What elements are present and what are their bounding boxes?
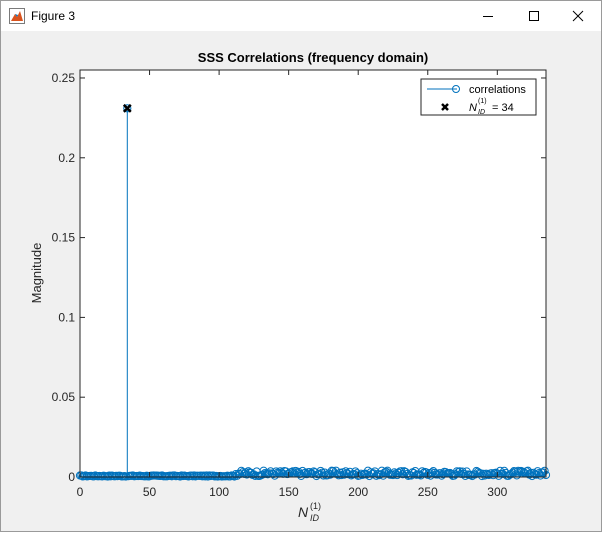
- y-ticks: 0 0.05 0.1 0.15 0.2 0.25: [52, 71, 546, 484]
- stem-circle-marker: [500, 466, 509, 475]
- stem-circle-marker: [269, 469, 278, 479]
- x-axis-label-main: N: [298, 504, 309, 520]
- correlation-chart[interactable]: 0 50 100 150 200 250 300 0 0.05 0.1 0.15 0.2 0.25 S…: [1, 31, 601, 531]
- legend[interactable]: correlations N (1) ID = 34: [420, 78, 537, 116]
- stem-circle-marker: [466, 470, 475, 480]
- x-tick-label: 100: [209, 485, 229, 499]
- legend-circle-marker: [452, 85, 460, 93]
- figure-canvas: 0 50 100 150 200 250 300 0 0.05 0.1 0.15 0.2 0.25 S…: [1, 31, 601, 531]
- maximize-icon: [529, 11, 539, 21]
- stem-circle-marker: [341, 467, 350, 476]
- legend-label-nid-main: N: [469, 102, 477, 114]
- y-tick-label: 0.25: [52, 71, 76, 85]
- x-ticks: 0 50 100 150 200 250 300: [77, 70, 508, 499]
- x-tick-label: 150: [279, 485, 299, 499]
- stem-circle-marker: [270, 471, 279, 480]
- stem-circle-marker: [539, 468, 548, 477]
- peak-markers: [122, 103, 132, 113]
- stem-circle-marker: [123, 104, 132, 113]
- x-axis-label-sub: ID: [310, 513, 320, 523]
- peak-x-marker-stroke-b: [122, 103, 132, 113]
- legend-label-nid-suffix: = 34: [492, 102, 514, 114]
- stem-circle-marker: [316, 466, 325, 476]
- x-tick-label: 250: [418, 485, 438, 499]
- minimize-icon: [483, 16, 493, 17]
- stem-circle-marker: [523, 466, 533, 475]
- window-title: Figure 3: [31, 9, 76, 23]
- y-axis-label: Magnitude: [29, 243, 44, 304]
- chart-title: SSS Correlations (frequency domain): [198, 50, 428, 65]
- x-tick-label: 200: [348, 485, 368, 499]
- stem-markers: [75, 104, 551, 481]
- legend-entry-correlations[interactable]: correlations: [427, 84, 526, 96]
- y-tick-label: 0.05: [52, 390, 76, 404]
- stem-circle-marker: [276, 467, 285, 476]
- y-tick-label: 0.15: [52, 231, 76, 245]
- stem-circle-marker: [288, 467, 297, 476]
- stem-circle-marker: [400, 467, 409, 476]
- maximize-button[interactable]: [511, 1, 557, 31]
- legend-entry-nid[interactable]: N (1) ID = 34: [441, 98, 514, 116]
- stem-circle-marker: [452, 467, 462, 476]
- stem-circle-marker: [494, 471, 503, 480]
- x-axis-label-sup: (1): [310, 501, 321, 511]
- legend-label-nid-sub: ID: [478, 109, 485, 116]
- y-tick-label: 0: [68, 470, 75, 484]
- close-button[interactable]: [555, 1, 601, 31]
- close-icon: [572, 10, 584, 22]
- x-tick-label: 0: [77, 485, 84, 499]
- x-axis-label: N (1) ID: [298, 501, 321, 523]
- plot-area: [80, 70, 546, 477]
- y-tick-label: 0.1: [58, 310, 75, 324]
- legend-box: [420, 78, 537, 116]
- stem-circle-marker: [489, 471, 498, 480]
- y-tick-label: 0.2: [58, 151, 75, 165]
- matlab-figure-icon: [9, 8, 25, 24]
- stem-circle-marker: [507, 469, 516, 479]
- stem-circle-marker: [540, 466, 549, 475]
- minimize-button[interactable]: [465, 1, 511, 31]
- legend-label-correlations: correlations: [469, 84, 526, 96]
- legend-x-marker: [441, 103, 449, 111]
- stem-circle-marker: [472, 466, 481, 476]
- legend-label-nid-sup: (1): [478, 98, 487, 105]
- axes-box: [79, 69, 547, 478]
- x-tick-label: 300: [487, 485, 507, 499]
- x-tick-label: 50: [143, 485, 157, 499]
- stem-circle-marker: [302, 470, 311, 479]
- title-bar[interactable]: Figure 3: [1, 1, 601, 31]
- stem-circle-marker: [272, 467, 281, 476]
